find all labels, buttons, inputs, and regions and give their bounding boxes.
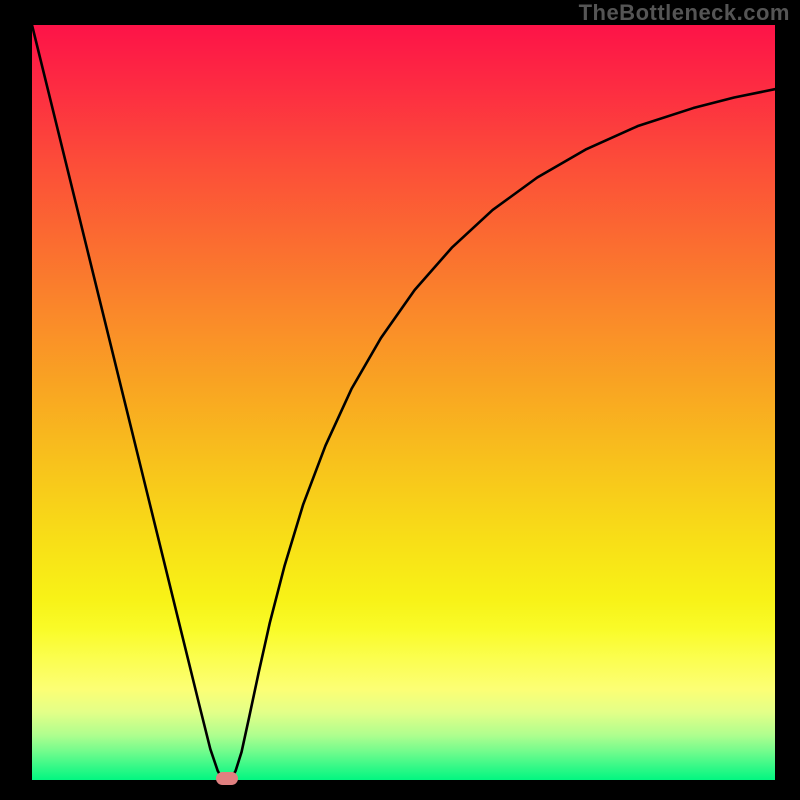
attribution-text: TheBottleneck.com — [579, 0, 790, 26]
curve-svg — [32, 25, 775, 780]
chart-frame: TheBottleneck.com — [0, 0, 800, 800]
plot-area — [32, 25, 775, 780]
minimum-marker — [216, 772, 238, 785]
